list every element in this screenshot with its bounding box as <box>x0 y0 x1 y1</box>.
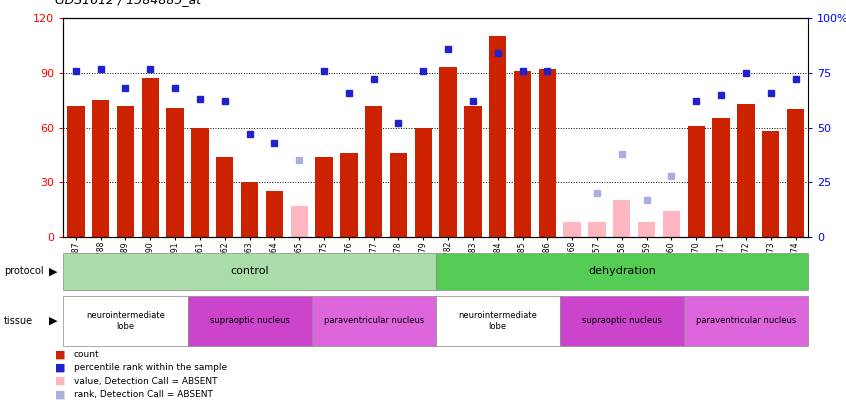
Bar <box>415 128 432 237</box>
Text: neurointermediate
lobe: neurointermediate lobe <box>86 311 165 330</box>
Text: protocol: protocol <box>4 266 44 276</box>
Text: paraventricular nucleus: paraventricular nucleus <box>695 316 796 326</box>
Text: neurointermediate
lobe: neurointermediate lobe <box>459 311 537 330</box>
Bar <box>266 192 283 237</box>
Bar <box>117 106 135 237</box>
Bar <box>63 296 188 346</box>
Bar <box>92 100 109 237</box>
Bar <box>439 67 457 237</box>
Bar <box>464 106 481 237</box>
Bar <box>63 253 436 290</box>
Bar <box>712 118 730 237</box>
Text: control: control <box>230 266 269 276</box>
Bar <box>436 253 808 290</box>
Text: ■: ■ <box>55 376 65 386</box>
Text: rank, Detection Call = ABSENT: rank, Detection Call = ABSENT <box>74 390 212 399</box>
Text: value, Detection Call = ABSENT: value, Detection Call = ABSENT <box>74 377 217 386</box>
Bar <box>688 126 705 237</box>
Bar <box>539 69 556 237</box>
Text: percentile rank within the sample: percentile rank within the sample <box>74 363 227 372</box>
Bar <box>613 200 630 237</box>
Bar <box>390 153 407 237</box>
Text: ■: ■ <box>55 363 65 373</box>
Text: ■: ■ <box>55 350 65 359</box>
Bar <box>684 296 808 346</box>
Bar <box>191 128 209 237</box>
Bar <box>787 109 805 237</box>
Text: ▶: ▶ <box>49 316 58 326</box>
Text: tissue: tissue <box>4 316 33 326</box>
Text: supraoptic nucleus: supraoptic nucleus <box>582 316 662 326</box>
Bar <box>762 131 779 237</box>
Text: ▶: ▶ <box>49 266 58 276</box>
Text: count: count <box>74 350 99 359</box>
Bar <box>560 296 684 346</box>
Bar <box>311 296 436 346</box>
Bar <box>489 36 507 237</box>
Text: dehydration: dehydration <box>588 266 656 276</box>
Bar <box>290 206 308 237</box>
Bar <box>141 78 159 237</box>
Bar <box>188 296 311 346</box>
Bar <box>316 157 332 237</box>
Text: GDS1612 / 1384885_at: GDS1612 / 1384885_at <box>55 0 201 6</box>
Bar <box>216 157 233 237</box>
Bar <box>241 182 258 237</box>
Bar <box>662 211 680 237</box>
Bar <box>638 222 656 237</box>
Bar <box>737 104 755 237</box>
Bar <box>67 106 85 237</box>
Bar <box>514 71 531 237</box>
Bar <box>365 106 382 237</box>
Bar <box>436 296 560 346</box>
Bar <box>563 222 581 237</box>
Bar <box>167 107 184 237</box>
Text: supraoptic nucleus: supraoptic nucleus <box>210 316 289 326</box>
Text: paraventricular nucleus: paraventricular nucleus <box>323 316 424 326</box>
Bar <box>340 153 358 237</box>
Text: ■: ■ <box>55 390 65 399</box>
Bar <box>588 222 606 237</box>
